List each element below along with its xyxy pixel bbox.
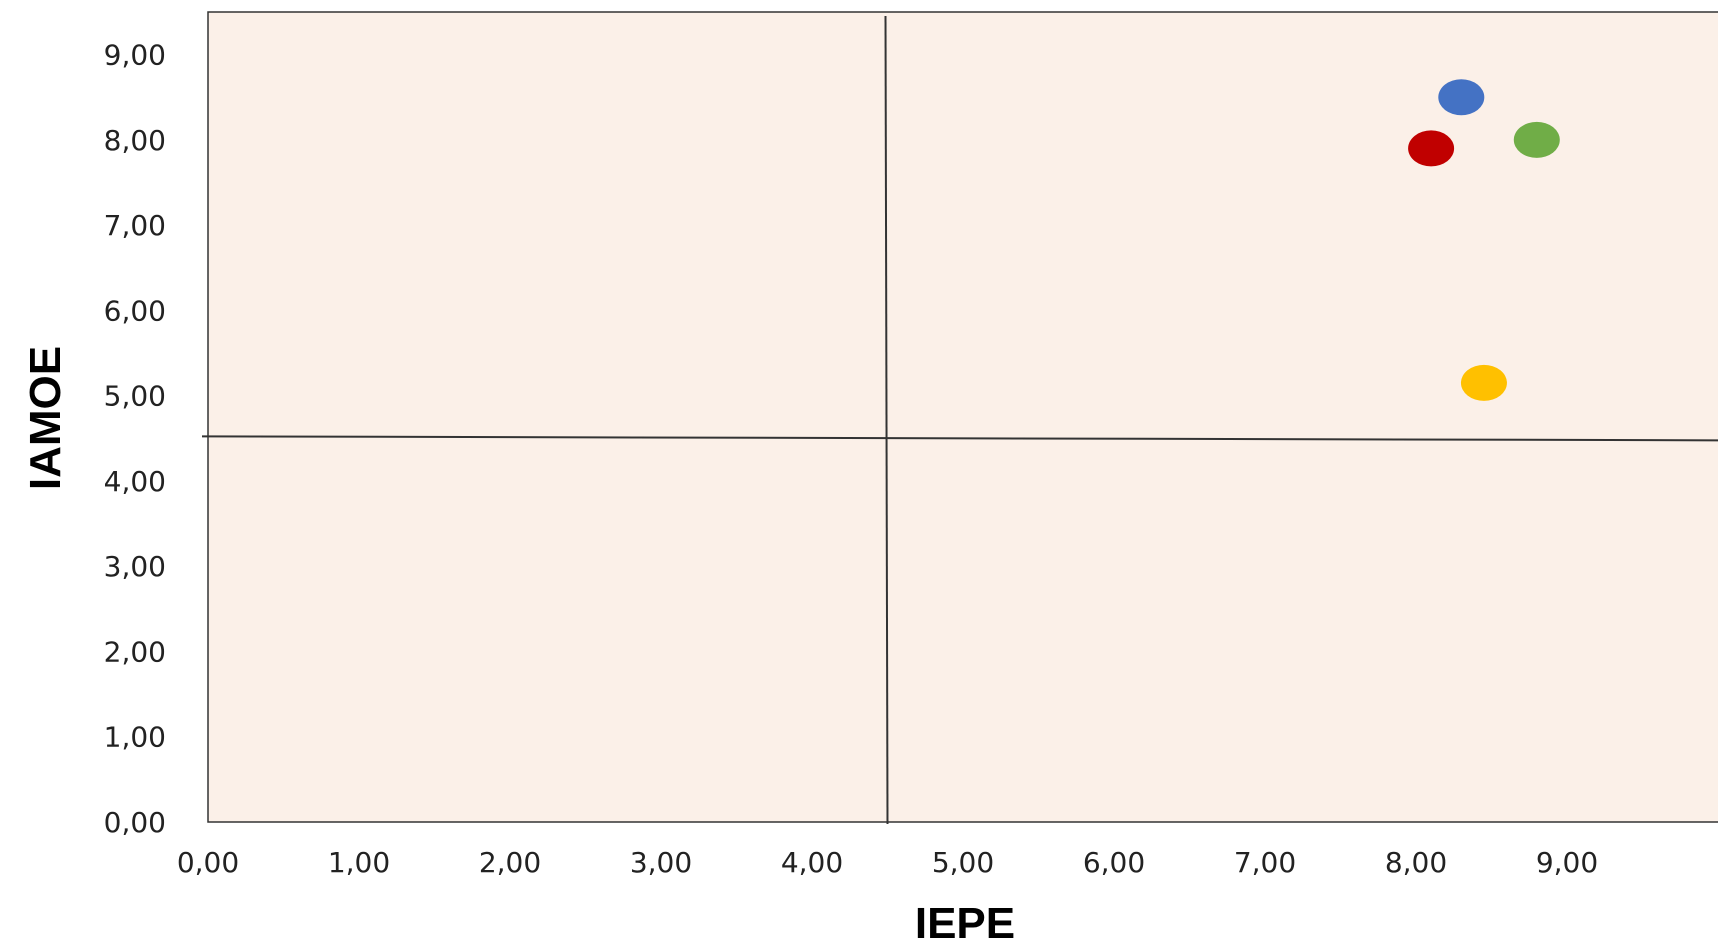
x-tick-label: 9,00 [1536,846,1598,879]
x-axis-ticks: 0,00 1,00 2,00 3,00 4,00 5,00 6,00 7,00 8,00 9,00 [177,846,1598,879]
data-point [1460,364,1507,401]
y-tick-label: 6,00 [104,294,166,327]
y-tick-label: 2,00 [104,635,166,668]
x-axis-title: IEPE [915,899,1015,945]
vertical-reference-line [884,15,889,825]
y-tick-label: 1,00 [104,721,166,754]
x-tick-label: 3,00 [630,846,692,879]
y-tick-label: 8,00 [104,124,166,157]
x-tick-label: 6,00 [1083,846,1145,879]
y-tick-label: 0,00 [104,806,166,839]
y-tick-label: 4,00 [104,465,166,498]
y-tick-label: 9,00 [104,39,166,72]
x-tick-label: 0,00 [177,846,239,879]
x-tick-label: 1,00 [328,846,390,879]
y-tick-label: 3,00 [104,550,166,583]
data-point [1408,130,1455,167]
y-tick-label: 5,00 [104,380,166,413]
x-tick-label: 2,00 [479,846,541,879]
x-tick-label: 4,00 [781,846,843,879]
x-tick-label: 8,00 [1385,846,1447,879]
data-points [1408,79,1560,401]
x-tick-label: 7,00 [1234,846,1296,879]
y-axis-ticks: 0,00 1,00 2,00 3,00 4,00 5,00 6,00 7,00 8,00 9,00 [104,39,166,839]
data-point [1438,79,1485,116]
y-tick-label: 7,00 [104,209,166,242]
plot-area [207,11,1718,823]
data-point [1513,121,1560,158]
x-tick-label: 5,00 [932,846,994,879]
horizontal-reference-line [201,435,1718,442]
y-axis-title: IAMOE [21,346,70,490]
